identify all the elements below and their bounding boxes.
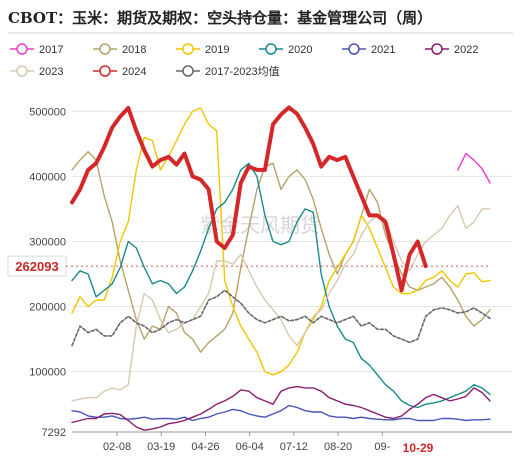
legend-label: 2019 xyxy=(205,44,229,56)
y-tick-label: 300000 xyxy=(29,236,66,248)
x-tick-label: 03-19 xyxy=(147,441,175,453)
y-axis: 500000 400000 300000 200000 100000 7292 xyxy=(29,106,66,439)
x-tick-label: 04-26 xyxy=(191,441,219,453)
y-tick-label: 7292 xyxy=(42,427,66,439)
series-line-2017 xyxy=(457,152,491,184)
legend-label: 2021 xyxy=(371,44,395,56)
x-tick-label: 09- xyxy=(374,441,390,453)
series-line-2017-2023 xyxy=(71,289,491,347)
y-tick-label: 400000 xyxy=(29,171,66,183)
legend-item-2022[interactable]: 2022 xyxy=(425,43,478,56)
legend-label: 2022 xyxy=(454,44,478,56)
legend-item-2021[interactable]: 2021 xyxy=(342,43,395,56)
value-highlight: 262093 10-29 xyxy=(7,255,490,455)
legend-swatch-marker xyxy=(99,65,111,77)
legend-label: 2024 xyxy=(122,66,146,78)
x-tick-label: 08-20 xyxy=(324,441,352,453)
legend-swatch-marker xyxy=(182,65,194,77)
y-tick-label: 100000 xyxy=(29,367,66,379)
legend-item-2024[interactable]: 2024 xyxy=(93,65,146,78)
legend-label: 2020 xyxy=(288,44,312,56)
legend-item-2017[interactable]: 2017 xyxy=(10,43,63,56)
y-tick-label: 200000 xyxy=(29,302,66,314)
series-group xyxy=(70,105,491,431)
legend-item-2019[interactable]: 2019 xyxy=(176,43,229,56)
legend-swatch-marker xyxy=(16,65,28,77)
legend-label: 2018 xyxy=(122,44,146,56)
legend-label: 2017-2023均值 xyxy=(205,65,280,78)
legend-item-2023[interactable]: 2023 xyxy=(10,65,63,78)
watermark: 紫金天风期货 xyxy=(200,213,320,237)
series-line-2022 xyxy=(71,385,491,431)
legend-swatch-marker xyxy=(182,43,194,55)
legend-item-2020[interactable]: 2020 xyxy=(259,43,312,56)
y-tick-label: 500000 xyxy=(29,106,66,118)
gridlines xyxy=(72,110,512,433)
legend-swatch-marker xyxy=(99,43,111,55)
series-line-2024 xyxy=(70,105,428,293)
legend-swatch-marker xyxy=(431,43,443,55)
legend-swatch-marker xyxy=(348,43,360,55)
series-line-2018 xyxy=(71,150,491,353)
highlight-value: 262093 xyxy=(15,259,58,274)
legend-item-2018[interactable]: 2018 xyxy=(93,43,146,56)
legend-swatch-marker xyxy=(16,43,28,55)
legend-swatch-marker xyxy=(265,43,277,55)
x-tick-label: 07-12 xyxy=(280,441,308,453)
legend: 2017 2018 2019 2020 2021 2022 2023 2024 2017-202… xyxy=(10,43,478,78)
x-tick-label: 02-08 xyxy=(103,441,131,453)
legend-label: 2017 xyxy=(39,44,63,56)
current-date-label: 10-29 xyxy=(403,441,434,455)
chart-title: CBOT：玉米：期货及期权：空头持仓量：基金管理公司（周） xyxy=(8,9,433,27)
series-line-2020 xyxy=(71,162,491,409)
series-line-2021 xyxy=(71,404,491,422)
legend-label: 2023 xyxy=(39,66,63,78)
x-tick-label: 06-04 xyxy=(236,441,264,453)
legend-item-2017-2023[interactable]: 2017-2023均值 xyxy=(176,65,280,78)
x-axis: 02-08 03-19 04-26 06-04 07-12 08-20 09- xyxy=(72,431,512,453)
